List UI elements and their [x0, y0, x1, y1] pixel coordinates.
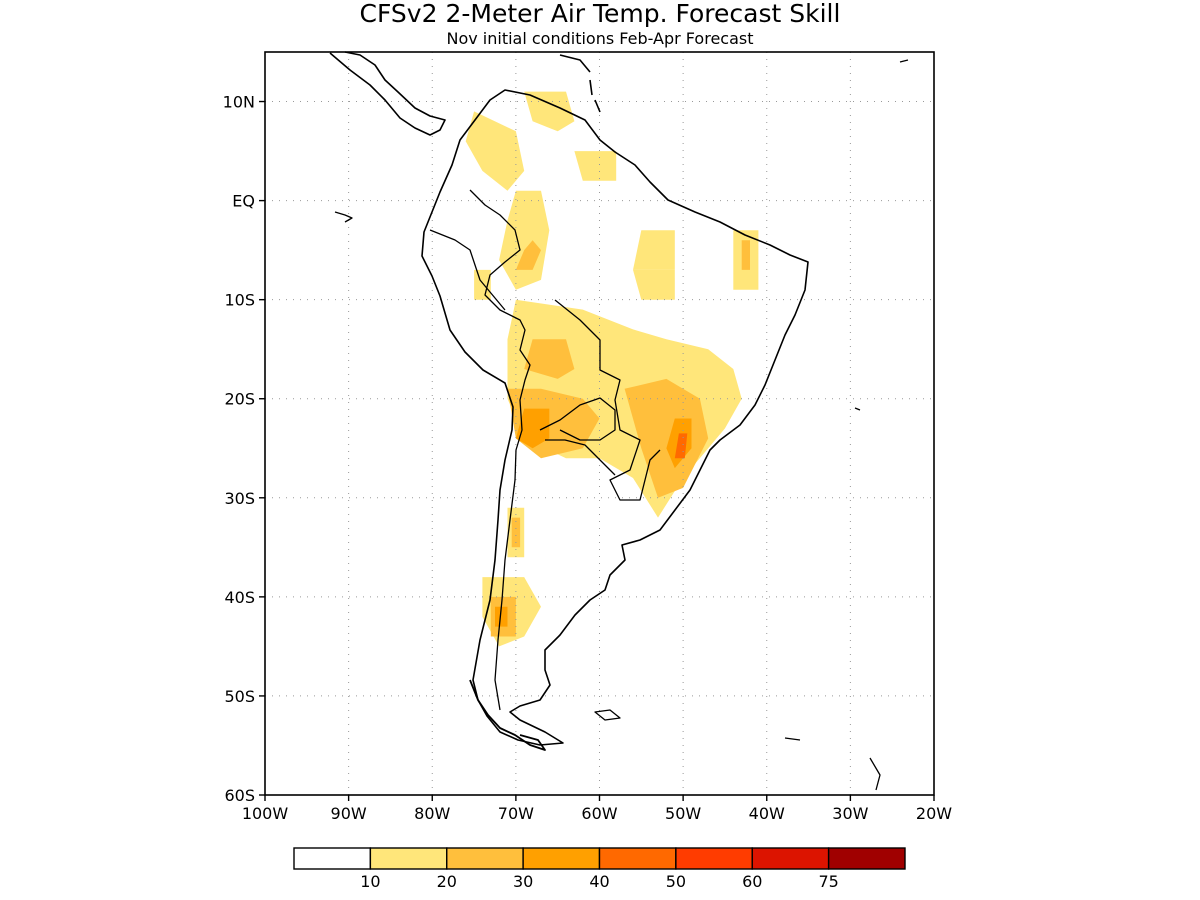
lat-tick-label: 10S — [224, 291, 255, 310]
lat-tick-label: EQ — [232, 192, 255, 211]
offshore-islands — [334, 59, 909, 791]
skill-region — [499, 190, 550, 290]
colorbar-swatch — [522, 847, 601, 870]
skill-region — [515, 240, 541, 270]
skill-region — [465, 111, 525, 191]
colorbar-label: 60 — [742, 872, 762, 891]
colorbar-label: 30 — [513, 872, 533, 891]
colorbar-swatch — [293, 847, 372, 870]
lon-tick-label: 60W — [581, 804, 617, 823]
colorbar-label: 50 — [666, 872, 686, 891]
colorbar-label: 10 — [360, 872, 380, 891]
internal-borders — [429, 189, 661, 711]
chart-title: CFSv2 2-Meter Air Temp. Forecast Skill — [360, 0, 841, 28]
colorbar-swatch — [369, 847, 448, 870]
colorbar-swatch — [446, 847, 524, 870]
axis-ticks: 100W 90W 80W 70W 60W 50W 40W 30W 20W 10N EQ 10S 20S 3… — [223, 93, 953, 823]
lon-tick-label: 80W — [414, 804, 450, 823]
lat-tick-label: 20S — [224, 390, 255, 409]
colorbar-label: 40 — [589, 872, 609, 891]
colorbar-legend: 10 20 30 40 50 60 75 — [293, 847, 906, 891]
skill-region — [633, 230, 675, 270]
lat-tick-label: 50S — [224, 687, 255, 706]
lon-tick-label: 50W — [665, 804, 701, 823]
skill-region — [524, 91, 575, 132]
skill-region — [495, 606, 508, 627]
skill-region — [474, 269, 491, 300]
colorbar-label: 20 — [437, 872, 457, 891]
colorbar-swatch — [675, 847, 753, 870]
colorbar-label: 75 — [818, 872, 838, 891]
colorbar-swatch — [827, 847, 906, 870]
lon-tick-label: 30W — [832, 804, 868, 823]
skill-region — [511, 517, 521, 548]
graticule-grid — [265, 52, 934, 795]
lon-tick-label: 40W — [749, 804, 785, 823]
lon-tick-label: 100W — [242, 804, 289, 823]
skill-region — [624, 378, 709, 498]
skill-shading-layer — [465, 91, 759, 647]
chart-subtitle: Nov initial conditions Feb-Apr Forecast — [446, 29, 753, 48]
colorbar-swatch — [598, 847, 677, 870]
lat-tick-label: 40S — [224, 588, 255, 607]
skill-region — [574, 151, 617, 181]
skill-region — [524, 339, 575, 379]
skill-region — [741, 240, 750, 270]
coastline-layer — [329, 51, 909, 791]
lat-tick-label: 60S — [224, 786, 255, 805]
south-america-coastline — [421, 89, 809, 746]
tierra-del-fuego — [469, 679, 546, 751]
colorbar-swatch — [751, 847, 830, 870]
lon-tick-label: 90W — [331, 804, 367, 823]
skill-region — [515, 408, 550, 449]
skill-region — [633, 269, 675, 300]
caribbean-islands — [559, 54, 601, 113]
lat-tick-label: 30S — [224, 489, 255, 508]
skill-region — [674, 433, 688, 459]
central-america-coastline — [329, 51, 446, 136]
lon-tick-label: 70W — [498, 804, 534, 823]
lat-tick-label: 10N — [223, 93, 255, 112]
lon-tick-label: 20W — [916, 804, 952, 823]
